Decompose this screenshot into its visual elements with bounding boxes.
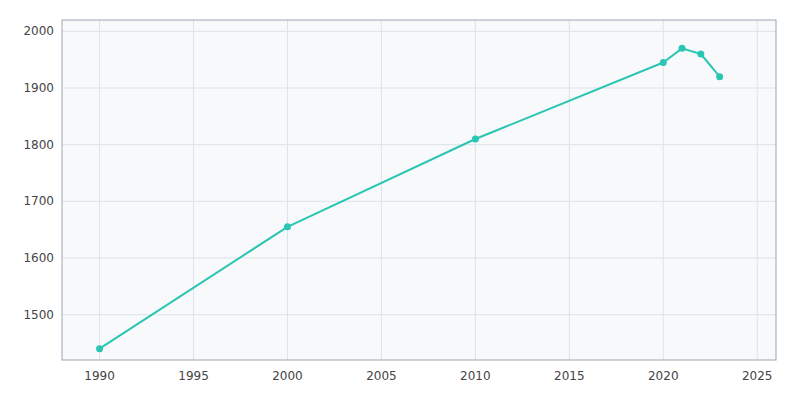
- plot-frame: [62, 20, 776, 360]
- y-tick-label: 1700: [23, 194, 54, 208]
- y-tick-label: 1500: [23, 308, 54, 322]
- series-marks: [96, 45, 723, 352]
- x-tick-label: 1990: [84, 369, 115, 383]
- x-grid-line: [569, 20, 570, 360]
- x-tick-label: 2000: [272, 369, 303, 383]
- x-grid-line: [663, 20, 664, 360]
- plot-background: [62, 20, 776, 360]
- x-grid-line: [193, 20, 194, 360]
- x-grid-line: [381, 20, 382, 360]
- y-tick-label: 1600: [23, 251, 54, 265]
- y-tick-label: 1800: [23, 138, 54, 152]
- x-tick-label: 2005: [366, 369, 397, 383]
- y-grid-line: [62, 88, 776, 89]
- x-grid-line: [99, 20, 100, 360]
- point-marker: [697, 51, 704, 58]
- y-grid-line: [62, 314, 776, 315]
- chart-svg: 1990 1995 2000 2005 2010 2015 2020 2025 1500 1600…: [0, 0, 800, 400]
- x-tick-label: 2020: [648, 369, 679, 383]
- point-marker: [679, 45, 686, 52]
- y-grid-line: [62, 201, 776, 202]
- x-tick-label: 2025: [742, 369, 773, 383]
- point-marker: [472, 136, 479, 143]
- chart-container: 1990 1995 2000 2005 2010 2015 2020 2025 1500 1600…: [0, 0, 800, 400]
- x-grid-line: [757, 20, 758, 360]
- point-marker: [96, 345, 103, 352]
- y-tick-label: 2000: [23, 24, 54, 38]
- series-line: [100, 48, 720, 348]
- grid: [62, 20, 776, 360]
- y-grid-line: [62, 258, 776, 259]
- x-tick-label: 1995: [178, 369, 209, 383]
- point-marker: [660, 59, 667, 66]
- x-tick-label: 2015: [554, 369, 585, 383]
- y-grid-line: [62, 31, 776, 32]
- tick-labels: 1990 1995 2000 2005 2010 2015 2020 2025 1500 1600…: [23, 24, 772, 383]
- point-marker: [716, 73, 723, 80]
- point-marker: [284, 223, 291, 230]
- y-grid-line: [62, 144, 776, 145]
- y-tick-label: 1900: [23, 81, 54, 95]
- x-grid-line: [287, 20, 288, 360]
- x-grid-line: [475, 20, 476, 360]
- page: {"chart_data": {"type": "line", "x": [19…: [0, 0, 800, 400]
- x-tick-label: 2010: [460, 369, 491, 383]
